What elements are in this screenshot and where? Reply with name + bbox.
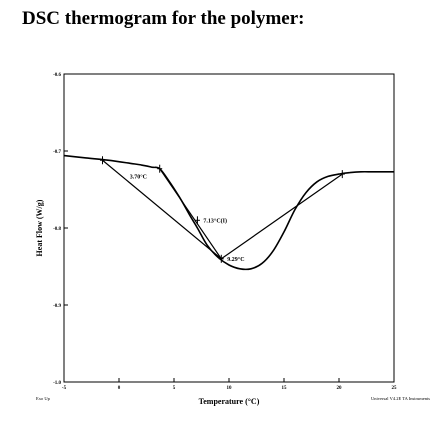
x-tick-label: 15 [282,386,288,391]
y-tick-label: -0.7 [53,150,61,155]
x-tick-label: -5 [62,386,67,391]
x-axis-title: Temperature (°C) [199,397,260,406]
y-axis-ticks: -0.6 -0.7 -0.8 -0.9 -1.0 [53,73,68,386]
x-tick-label: 5 [173,386,176,391]
x-tick-label: 10 [227,386,233,391]
annotation-label: 3.70°C [130,174,147,181]
series-line [63,154,394,271]
x-axis-ticks: -5 0 5 10 15 20 25 [62,378,397,391]
x-tick-label: 25 [392,386,398,391]
y-axis-title: Heat Flow (W/g) [35,199,44,256]
annotation-label: 9.29°C [227,256,244,263]
plot-frame [63,73,395,383]
y-tick-label: -0.6 [53,73,61,78]
footer-left-note: Exo Up [36,396,51,401]
x-tick-label: 20 [337,386,343,391]
construction-line [220,173,343,260]
page-title: DSC thermogram for the polymer: [22,8,305,29]
series-group [63,154,394,271]
y-tick-label: -1.0 [53,381,61,386]
annotation-label: 7.13°C(I) [203,217,227,224]
construction-line [102,159,222,260]
markers-group [100,156,345,263]
y-tick-label: -0.8 [53,227,61,232]
x-tick-label: 0 [118,386,121,391]
annotations-group: 3.70°C 7.13°C(I) 9.29°C [130,174,245,263]
y-tick-label: -0.9 [53,304,61,309]
footer-right-note: Universal V4.2E TA Instruments [371,396,430,401]
